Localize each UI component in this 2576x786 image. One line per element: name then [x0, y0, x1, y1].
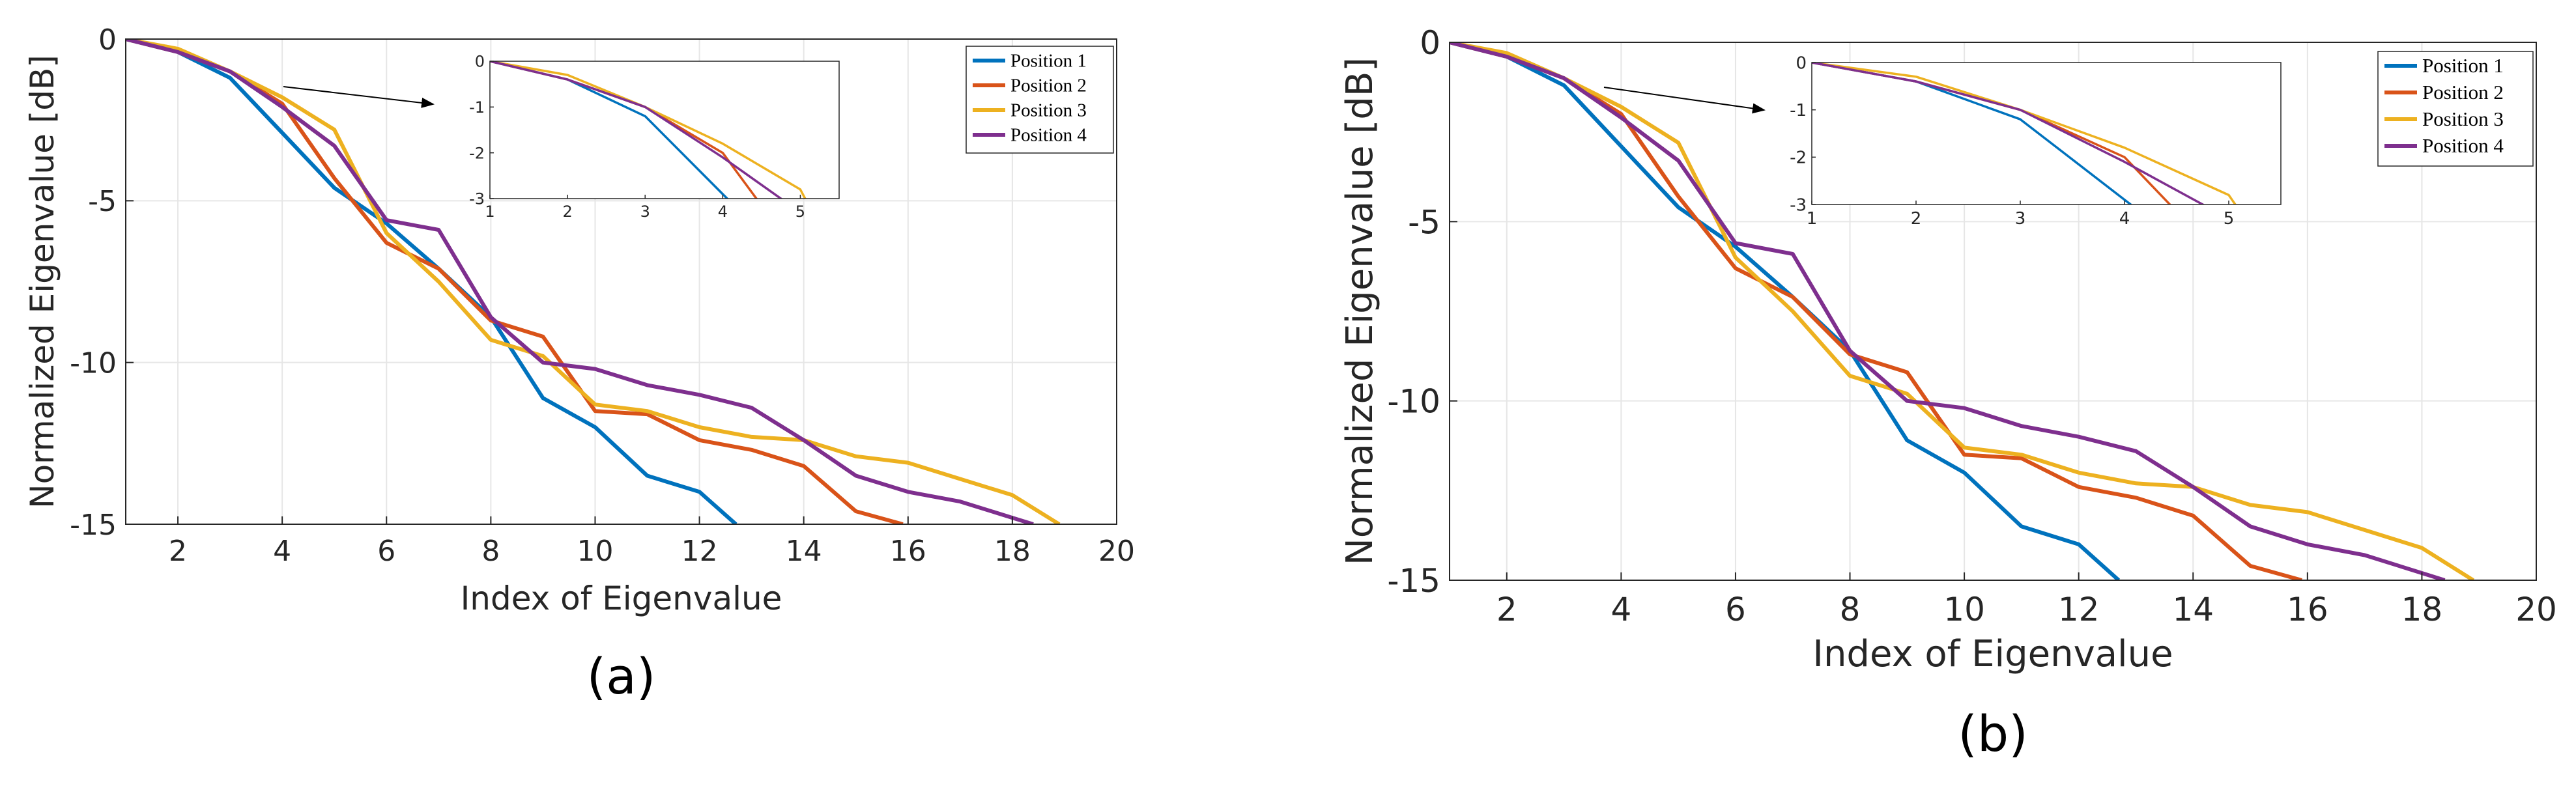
panel-label: (a)	[587, 647, 656, 705]
inset-y-tick-label: 0	[1796, 53, 1807, 73]
inset-x-tick-label: 2	[562, 203, 572, 221]
x-tick-label: 14	[786, 535, 822, 568]
x-tick-label: 20	[1098, 535, 1135, 568]
inset-x-tick-label: 3	[2015, 209, 2026, 229]
legend-label-4: Position 4	[1010, 125, 1087, 146]
inset-axes-box	[1811, 62, 2282, 205]
legend-label-2: Position 2	[2422, 81, 2504, 104]
x-tick-label: 4	[1610, 591, 1631, 628]
inset-x-tick-label: 3	[640, 203, 650, 221]
x-tick-label: 20	[2515, 591, 2557, 628]
legend: Position 1 Position 2 Position 3 Position 4	[2377, 51, 2534, 167]
inset-x-tick-label: 1	[485, 203, 494, 221]
inset-y-tick-label: -3	[469, 190, 485, 208]
inset-series-line-3	[1812, 63, 2237, 204]
inset-y-tick-label: -2	[469, 144, 485, 162]
x-tick-label: 12	[681, 535, 718, 568]
y-tick-label: -10	[70, 347, 117, 380]
inset-plot-area	[490, 61, 839, 199]
x-tick-label: 14	[2172, 591, 2214, 628]
inset-chart: 1 2 3 4 5 0 -1 -2 -3	[469, 53, 840, 221]
axes-box	[125, 38, 1117, 525]
x-tick-label: 6	[377, 535, 395, 568]
inset-y-tick-label: -3	[1790, 195, 1807, 215]
inset-y-tick-label: 0	[475, 53, 485, 71]
inset-x-tick-label: 4	[2119, 209, 2130, 229]
y-tick-label: 0	[98, 23, 117, 57]
inset-axes-box	[489, 61, 840, 199]
y-axis-label: Normalized Eigenvalue [dB]	[1339, 57, 1381, 565]
legend-label-3: Position 3	[1010, 100, 1087, 121]
series-line-4	[1450, 42, 2446, 580]
panel-label: (b)	[1958, 705, 2028, 763]
legend-label-4: Position 4	[2422, 134, 2504, 157]
series-line-3	[1450, 42, 2474, 580]
legend-label-1: Position 1	[1010, 51, 1087, 72]
inset-series-line-2	[1812, 63, 2171, 204]
x-tick-label: 12	[2058, 591, 2100, 628]
x-axis-label: Index of Eigenvalue	[461, 580, 782, 617]
zoom-arrow	[283, 86, 435, 108]
x-tick-label: 2	[1496, 591, 1517, 628]
axes-box	[1449, 42, 2537, 581]
inset-series-line-4	[490, 61, 783, 199]
x-tick-label: 16	[2287, 591, 2328, 628]
y-tick-label: -15	[70, 509, 117, 542]
inset-x-tick-label: 5	[795, 203, 805, 221]
x-tick-label: 8	[481, 535, 500, 568]
inset-y-tick-label: -1	[1790, 101, 1807, 120]
x-tick-label: 6	[1725, 591, 1746, 628]
y-tick-label: -15	[1387, 562, 1440, 600]
y-tick-label: -10	[1387, 383, 1440, 421]
series-line-4	[126, 39, 1034, 524]
inset-series-line-2	[490, 61, 758, 199]
inset-plot-area	[1812, 63, 2281, 204]
inset-x-tick-label: 2	[1911, 209, 1922, 229]
y-axis-label: Normalized Eigenvalue [dB]	[23, 55, 61, 509]
x-axis-label: Index of Eigenvalue	[1812, 633, 2173, 675]
inset-x-tick-label: 1	[1807, 209, 1818, 229]
inset-series-line-4	[1812, 63, 2205, 204]
legend-label-1: Position 1	[2422, 54, 2504, 77]
x-tick-label: 2	[169, 535, 187, 568]
x-tick-label: 4	[273, 535, 291, 568]
inset-x-tick-label: 4	[718, 203, 728, 221]
x-tick-label: 10	[1943, 591, 1985, 628]
inset-chart: 1 2 3 4 5 0 -1 -2 -3	[1790, 53, 2282, 229]
zoom-arrow	[1603, 87, 1766, 114]
inset-y-tick-label: -2	[1790, 148, 1807, 168]
series-line-3	[126, 39, 1061, 524]
inset-x-tick-label: 5	[2224, 209, 2235, 229]
inset-series-line-1	[490, 61, 729, 199]
x-tick-label: 18	[994, 535, 1031, 568]
legend: Position 1 Position 2 Position 3 Position 4	[966, 46, 1114, 154]
legend-label-2: Position 2	[1010, 76, 1087, 96]
inset-y-tick-label: -1	[469, 98, 485, 117]
inset-series-line-3	[490, 61, 807, 199]
y-tick-label: -5	[88, 185, 117, 218]
legend-label-3: Position 3	[2422, 107, 2504, 130]
x-tick-label: 16	[890, 535, 926, 568]
x-tick-label: 8	[1840, 591, 1861, 628]
y-tick-label: 0	[1420, 24, 1440, 62]
y-tick-label: -5	[1408, 203, 1440, 241]
x-tick-label: 18	[2401, 591, 2443, 628]
x-tick-label: 10	[577, 535, 613, 568]
inset-series-line-1	[1812, 63, 2133, 204]
